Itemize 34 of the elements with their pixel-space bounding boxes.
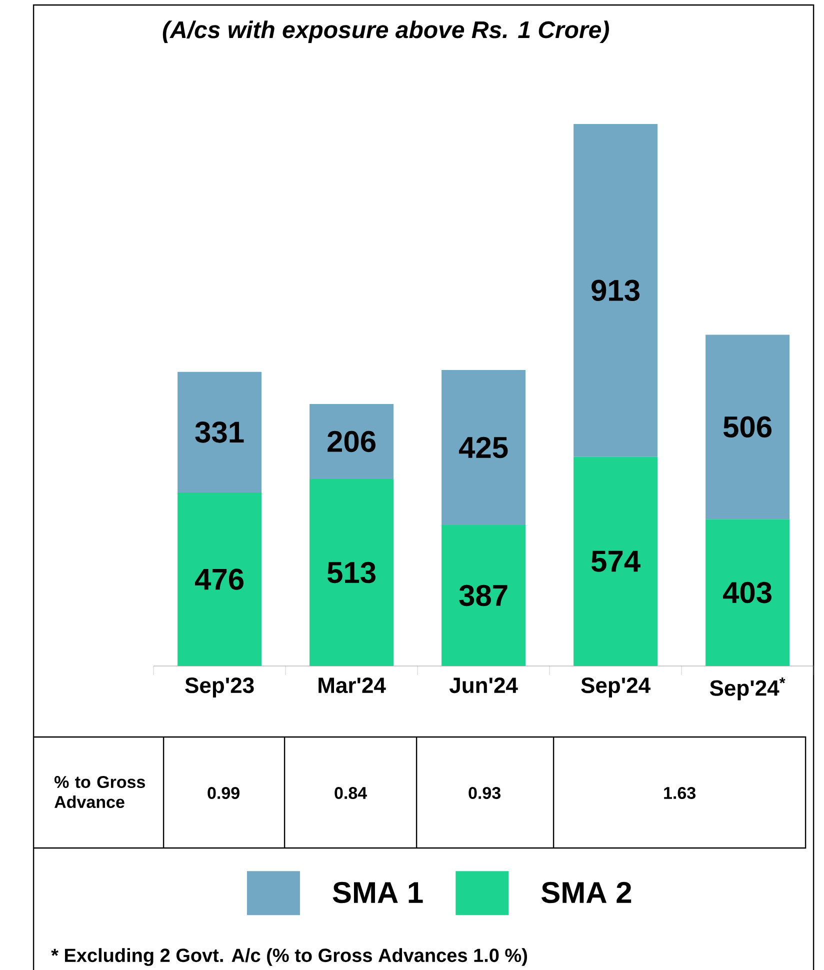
text: 0.93 bbox=[468, 786, 501, 800]
data-label: 387 bbox=[459, 584, 508, 606]
data-label: 513 bbox=[328, 562, 376, 584]
x-tick-label: Sep'24 bbox=[581, 678, 651, 698]
text: 1.63 bbox=[664, 786, 696, 800]
bar bbox=[310, 479, 394, 666]
text: % to Gross Advance bbox=[54, 776, 146, 808]
data-label: 506 bbox=[724, 416, 772, 438]
data-label: 403 bbox=[723, 582, 772, 604]
data-label: 206 bbox=[328, 430, 376, 452]
x-tick-label: Jun'24 bbox=[450, 678, 518, 694]
data-label: 913 bbox=[592, 280, 640, 302]
bar bbox=[706, 334, 790, 520]
data-label: 574 bbox=[592, 550, 641, 572]
data-label: 425 bbox=[459, 436, 508, 458]
chart-title: (A/cs with exposure above Rs. 1 Crore) bbox=[163, 20, 610, 44]
bar bbox=[178, 492, 262, 666]
text: 0.99 bbox=[208, 786, 240, 800]
bar bbox=[442, 524, 526, 666]
text: * Excluding 2 Govt. A/c (% to Gross Advances 1.0 %) bbox=[51, 948, 528, 966]
bar bbox=[310, 404, 394, 480]
bar bbox=[178, 372, 262, 493]
legend-label: SMA 1 bbox=[333, 882, 424, 904]
x-tick-label: Sep'24$^{*}$ bbox=[710, 678, 786, 700]
legend-label: SMA 2 bbox=[542, 882, 632, 904]
bar bbox=[706, 519, 790, 666]
x-tick-label: Mar'24 bbox=[318, 678, 386, 694]
data-label: 476 bbox=[195, 568, 244, 590]
data-label: 331 bbox=[195, 422, 244, 443]
text: 0.84 bbox=[334, 786, 368, 800]
x-tick-label: Sep'23 bbox=[185, 678, 254, 698]
bar bbox=[442, 370, 526, 525]
bar bbox=[574, 124, 658, 457]
bar bbox=[574, 456, 658, 666]
